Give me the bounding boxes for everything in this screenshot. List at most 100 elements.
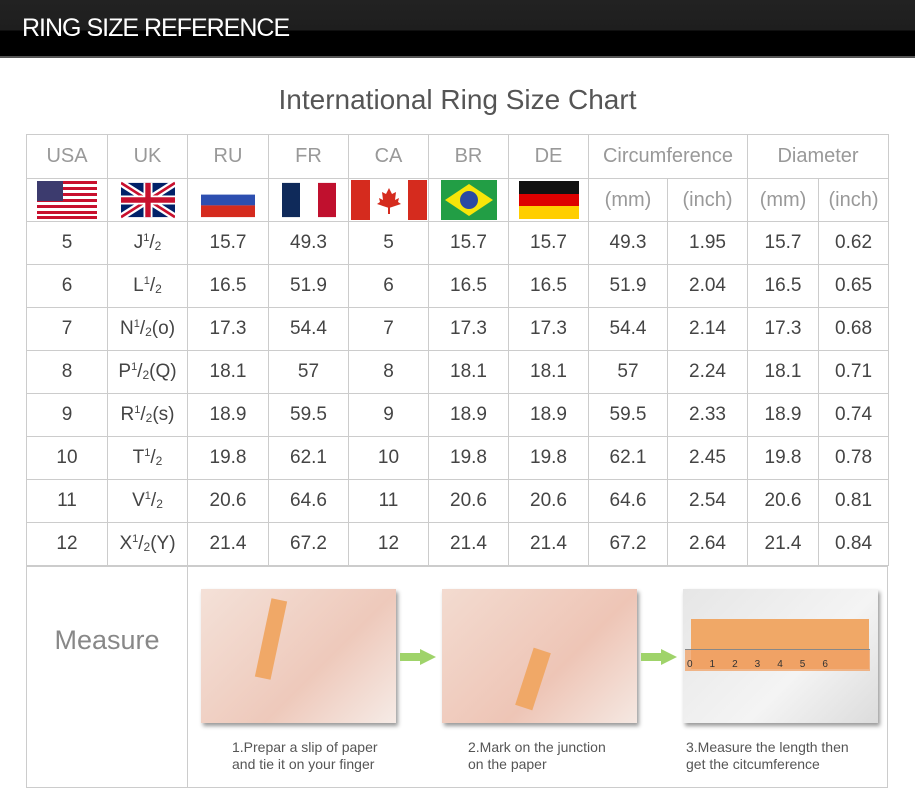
cell-fr: 59.5 [268,393,349,437]
france-flag-icon [281,182,336,218]
table-row: 8 P1/2(Q) 18.1 57 8 18.1 18.1 57 2.24 18.1 0.71 [26,350,890,394]
cell-circ-mm: 64.6 [588,479,668,523]
cell-dia-mm: 19.8 [747,436,820,480]
cell-circ-in: 1.95 [666,221,749,265]
cell-dia-mm: 21.4 [747,522,820,566]
ruler-marks: 0123456 [685,649,870,671]
col-de: DE [508,134,589,179]
cell-fr: 62.1 [268,436,349,480]
step-1-caption: 1.Prepar a slip of paper and tie it on yo… [232,739,378,772]
cell-de: 21.4 [508,522,589,566]
cell-circ-mm: 51.9 [588,264,668,308]
cell-br: 18.1 [428,350,509,394]
col-uk: UK [107,134,188,179]
cell-dia-mm: 18.9 [747,393,820,437]
cell-fr: 51.9 [268,264,349,308]
cell-dia-mm: 17.3 [747,307,820,351]
cell-ru: 21.4 [187,522,269,566]
step-3-photo: 0123456 [683,589,878,723]
col-ru: RU [187,134,269,179]
cell-ru: 18.9 [187,393,269,437]
cell-fr: 49.3 [268,221,349,265]
step-2-caption: 2.Mark on the junction on the paper [468,739,606,772]
cell-dia-in: 0.78 [818,436,890,480]
dia-inch-unit: (inch) [818,178,890,222]
cell-fr: 67.2 [268,522,349,566]
cell-br: 19.8 [428,436,509,480]
germany-flag-icon [518,181,579,219]
cell-ca: 11 [348,479,429,523]
us-flag-icon [37,181,97,219]
canada-flag-icon [350,180,427,220]
cell-circ-in: 2.45 [666,436,749,480]
step-1-photo [201,589,396,723]
chart-title: International Ring Size Chart [278,84,637,115]
cell-fr: 54.4 [268,307,349,351]
cell-dia-in: 0.65 [818,264,890,308]
cell-de: 20.6 [508,479,589,523]
circ-inch-unit: (inch) [666,178,749,222]
cell-usa: 9 [26,393,108,437]
cell-ru: 18.1 [187,350,269,394]
cell-dia-mm: 15.7 [747,221,820,265]
cell-usa: 5 [26,221,108,265]
cell-dia-in: 0.84 [818,522,890,566]
measure-section: Measure 0123456 1.Prepar a slip of paper… [26,566,888,788]
measure-label: Measure [54,625,160,655]
step-2-photo [442,589,637,723]
header-row: USA UK RU FR CA BR DE Circumference Diam… [26,134,890,179]
cell-uk: X1/2(Y) [107,522,188,566]
cell-circ-in: 2.54 [666,479,749,523]
cell-dia-in: 0.62 [818,221,890,265]
divider [187,567,188,787]
cell-usa: 7 [26,307,108,351]
table-row: 9 R1/2(s) 18.9 59.5 9 18.9 18.9 59.5 2.33 18.9 0.7… [26,393,890,437]
cell-dia-mm: 20.6 [747,479,820,523]
cell-ca: 7 [348,307,429,351]
header-bar: RING SIZE REFERENCE [0,0,915,58]
cell-de: 17.3 [508,307,589,351]
table-row: 12 X1/2(Y) 21.4 67.2 12 21.4 21.4 67.2 2.64 21.4 0… [26,522,890,566]
cell-de: 15.7 [508,221,589,265]
cell-circ-in: 2.64 [666,522,749,566]
cell-circ-mm: 49.3 [588,221,668,265]
cell-circ-in: 2.33 [666,393,749,437]
table-row: 5 J1/2 15.7 49.3 5 15.7 15.7 49.3 1.95 15.7 0.62 [26,221,890,265]
cell-br: 21.4 [428,522,509,566]
cell-ru: 20.6 [187,479,269,523]
cell-uk: T1/2 [107,436,188,480]
cell-uk: R1/2(s) [107,393,188,437]
cell-ca: 9 [348,393,429,437]
cell-circ-in: 2.14 [666,307,749,351]
circ-mm-unit: (mm) [588,178,668,222]
dia-mm-unit: (mm) [747,178,820,222]
header-title: RING SIZE REFERENCE [22,14,290,42]
arrow-right-icon [400,649,436,665]
cell-ru: 15.7 [187,221,269,265]
cell-ru: 16.5 [187,264,269,308]
cell-dia-in: 0.81 [818,479,890,523]
cell-de: 19.8 [508,436,589,480]
cell-uk: N1/2(o) [107,307,188,351]
cell-usa: 8 [26,350,108,394]
cell-usa: 10 [26,436,108,480]
cell-br: 18.9 [428,393,509,437]
col-br: BR [428,134,509,179]
cell-dia-in: 0.71 [818,350,890,394]
cell-br: 15.7 [428,221,509,265]
cell-br: 16.5 [428,264,509,308]
cell-circ-in: 2.04 [666,264,749,308]
cell-ru: 19.8 [187,436,269,480]
cell-ca: 8 [348,350,429,394]
col-ca: CA [348,134,429,179]
cell-circ-in: 2.24 [666,350,749,394]
cell-dia-mm: 18.1 [747,350,820,394]
cell-ru: 17.3 [187,307,269,351]
ring-size-table: USA UK RU FR CA BR DE Circumference Diam… [26,134,890,566]
cell-ca: 5 [348,221,429,265]
cell-uk: V1/2 [107,479,188,523]
cell-usa: 11 [26,479,108,523]
cell-circ-mm: 54.4 [588,307,668,351]
cell-fr: 64.6 [268,479,349,523]
col-diameter: Diameter [747,134,890,179]
